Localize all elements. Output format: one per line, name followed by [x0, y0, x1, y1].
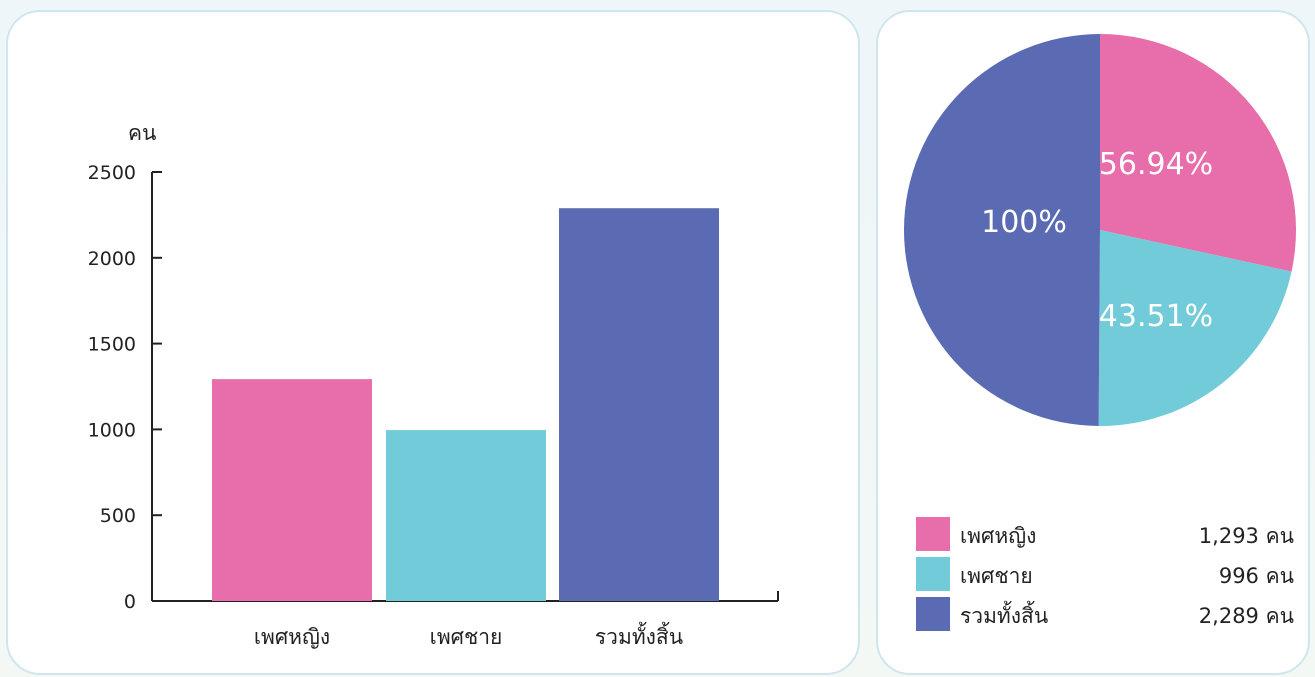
legend-item-male: เพศชาย 996 คน	[916, 554, 1294, 594]
legend-value-female: 1,293 คน	[1198, 524, 1294, 548]
legend-swatch-total	[916, 597, 950, 631]
legend-value-total: 2,289 คน	[1198, 604, 1294, 628]
bar-total	[559, 208, 719, 602]
y-tick-label: 2000	[88, 248, 136, 270]
bar-male	[386, 430, 546, 601]
y-tick-label: 1000	[88, 419, 136, 441]
legend-swatch-female	[916, 517, 950, 551]
pie-slice-total	[903, 34, 1100, 426]
legend: เพศหญิง 1,293 คน เพศชาย 996 คน รวมทั้งสิ…	[916, 514, 1294, 634]
legend-item-female: เพศหญิง 1,293 คน	[916, 514, 1294, 554]
pie-label-female: 56.94%	[1099, 147, 1213, 182]
pie-label-male: 43.51%	[1099, 299, 1213, 334]
legend-item-total: รวมทั้งสิ้น 2,289 คน	[916, 594, 1294, 634]
x-category-label: เพศชาย	[430, 625, 503, 649]
y-tick-label: 500	[100, 505, 136, 527]
x-category-label: เพศหญิง	[254, 625, 330, 649]
y-tick-label: 2500	[88, 162, 136, 184]
y-axis-label: คน	[128, 121, 156, 145]
y-tick-label: 0	[124, 591, 136, 613]
pie-chart: 56.94% 43.51% 100%	[903, 34, 1296, 426]
bar-female	[212, 379, 372, 601]
pie-label-total: 100%	[981, 205, 1067, 240]
legend-label-total: รวมทั้งสิ้น	[960, 604, 1049, 628]
pie-slice-male	[1098, 230, 1292, 426]
legend-value-male: 996 คน	[1218, 564, 1294, 588]
pie-slice-female	[1100, 34, 1296, 272]
y-tick-label: 1500	[88, 334, 136, 356]
legend-label-female: เพศหญิง	[960, 524, 1037, 548]
pie-chart-panel: 56.94% 43.51% 100% เพศหญิง 1,293 คน เพศชาย…	[876, 10, 1310, 675]
legend-label-male: เพศชาย	[960, 564, 1033, 588]
bar-chart-panel: 0 500 1000 1500 2000 2500 คนเพศหญิง เพศชาย รวมทั…	[6, 10, 860, 675]
x-category-label: รวมทั้งสิ้น	[595, 622, 683, 649]
legend-swatch-male	[916, 557, 950, 591]
